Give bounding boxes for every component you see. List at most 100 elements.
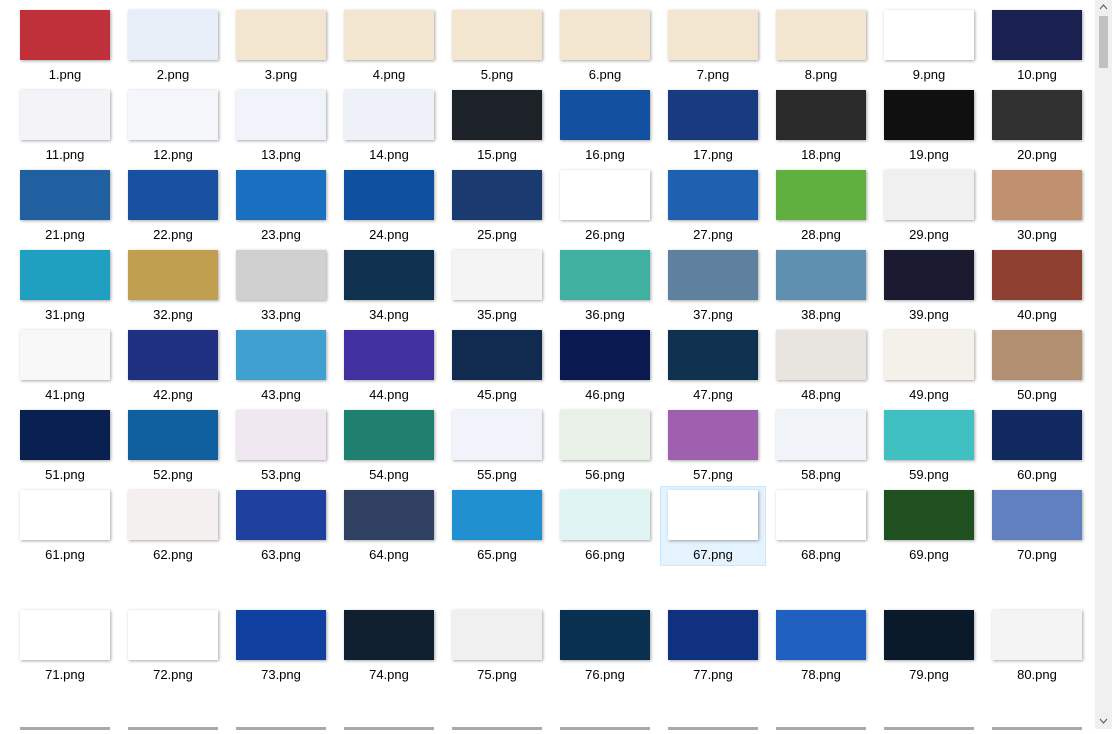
thumbnail[interactable] (668, 10, 758, 60)
file-name[interactable]: 17.png (693, 147, 733, 162)
thumbnail[interactable] (776, 490, 866, 540)
file-name[interactable]: 3.png (264, 67, 298, 82)
thumbnail[interactable] (668, 90, 758, 140)
thumbnail[interactable] (20, 170, 110, 220)
file-name[interactable]: 18.png (801, 147, 841, 162)
file-name[interactable]: 65.png (477, 547, 517, 562)
thumbnail[interactable] (236, 90, 326, 140)
thumbnail[interactable] (560, 610, 650, 660)
thumbnail[interactable] (992, 410, 1082, 460)
thumbnail[interactable] (452, 10, 542, 60)
thumbnail[interactable] (776, 90, 866, 140)
thumbnail[interactable] (668, 410, 758, 460)
file-name[interactable]: 26.png (585, 227, 625, 242)
thumbnail[interactable] (236, 610, 326, 660)
file-name[interactable]: 36.png (585, 307, 625, 322)
file-name[interactable]: 32.png (153, 307, 193, 322)
thumbnail[interactable] (992, 250, 1082, 300)
file-name[interactable]: 20.png (1017, 147, 1057, 162)
thumbnail[interactable] (344, 250, 434, 300)
file-name[interactable]: 9.png (912, 67, 946, 82)
thumbnail[interactable] (344, 610, 434, 660)
file-name[interactable]: 50.png (1017, 387, 1057, 402)
file-name[interactable]: 43.png (261, 387, 301, 402)
thumbnail[interactable] (344, 170, 434, 220)
file-name[interactable]: 15.png (477, 147, 517, 162)
file-name[interactable]: 73.png (261, 667, 301, 682)
thumbnail[interactable] (128, 90, 218, 140)
thumbnail[interactable] (236, 170, 326, 220)
file-name[interactable]: 58.png (801, 467, 841, 482)
file-name[interactable]: 30.png (1017, 227, 1057, 242)
file-name[interactable]: 53.png (261, 467, 301, 482)
file-name[interactable]: 54.png (369, 467, 409, 482)
thumbnail[interactable] (992, 10, 1082, 60)
thumbnail[interactable] (452, 250, 542, 300)
file-name[interactable]: 78.png (801, 667, 841, 682)
thumbnail[interactable] (560, 90, 650, 140)
thumbnail[interactable] (560, 10, 650, 60)
thumbnail[interactable] (344, 330, 434, 380)
thumbnail[interactable] (128, 490, 218, 540)
thumbnail[interactable] (884, 610, 974, 660)
file-name[interactable]: 69.png (909, 547, 949, 562)
file-name[interactable]: 55.png (477, 467, 517, 482)
thumbnail[interactable] (884, 10, 974, 60)
thumbnail[interactable] (560, 250, 650, 300)
thumbnail[interactable] (560, 330, 650, 380)
thumbnail[interactable] (560, 410, 650, 460)
thumbnail[interactable] (992, 330, 1082, 380)
file-name[interactable]: 6.png (588, 67, 622, 82)
thumbnail[interactable] (452, 90, 542, 140)
file-name[interactable]: 47.png (693, 387, 733, 402)
scroll-thumb[interactable] (1099, 16, 1108, 68)
thumbnail[interactable] (452, 170, 542, 220)
file-name[interactable]: 56.png (585, 467, 625, 482)
thumbnail[interactable] (344, 410, 434, 460)
thumbnail[interactable] (776, 330, 866, 380)
thumbnail[interactable] (344, 10, 434, 60)
file-name[interactable]: 25.png (477, 227, 517, 242)
file-name[interactable]: 67.png (693, 547, 733, 562)
thumbnail[interactable] (884, 250, 974, 300)
thumbnail[interactable] (776, 170, 866, 220)
file-name[interactable]: 24.png (369, 227, 409, 242)
file-name[interactable]: 60.png (1017, 467, 1057, 482)
file-name[interactable]: 1.png (48, 67, 82, 82)
thumbnail[interactable] (20, 330, 110, 380)
thumbnail[interactable] (992, 490, 1082, 540)
thumbnail[interactable] (668, 170, 758, 220)
file-name[interactable]: 13.png (261, 147, 301, 162)
thumbnail[interactable] (884, 90, 974, 140)
thumbnail[interactable] (668, 490, 758, 540)
thumbnail[interactable] (20, 410, 110, 460)
file-name[interactable]: 62.png (153, 547, 193, 562)
thumbnail[interactable] (128, 330, 218, 380)
thumbnail[interactable] (236, 250, 326, 300)
file-name[interactable]: 38.png (801, 307, 841, 322)
thumbnail[interactable] (668, 250, 758, 300)
thumbnail[interactable] (128, 610, 218, 660)
thumbnail[interactable] (776, 410, 866, 460)
file-name[interactable]: 71.png (45, 667, 85, 682)
thumbnail[interactable] (452, 490, 542, 540)
file-name[interactable]: 12.png (153, 147, 193, 162)
file-name[interactable]: 66.png (585, 547, 625, 562)
thumbnail[interactable] (20, 490, 110, 540)
file-name[interactable]: 8.png (804, 67, 838, 82)
file-name[interactable]: 74.png (369, 667, 409, 682)
thumbnail[interactable] (884, 330, 974, 380)
thumbnail[interactable] (236, 410, 326, 460)
scrollbar[interactable] (1095, 0, 1112, 729)
file-name[interactable]: 5.png (480, 67, 514, 82)
file-name[interactable]: 37.png (693, 307, 733, 322)
file-name[interactable]: 75.png (477, 667, 517, 682)
file-name[interactable]: 77.png (693, 667, 733, 682)
thumbnail[interactable] (884, 410, 974, 460)
file-name[interactable]: 19.png (909, 147, 949, 162)
file-name[interactable]: 34.png (369, 307, 409, 322)
file-name[interactable]: 31.png (45, 307, 85, 322)
file-name[interactable]: 22.png (153, 227, 193, 242)
file-name[interactable]: 57.png (693, 467, 733, 482)
file-name[interactable]: 51.png (45, 467, 85, 482)
